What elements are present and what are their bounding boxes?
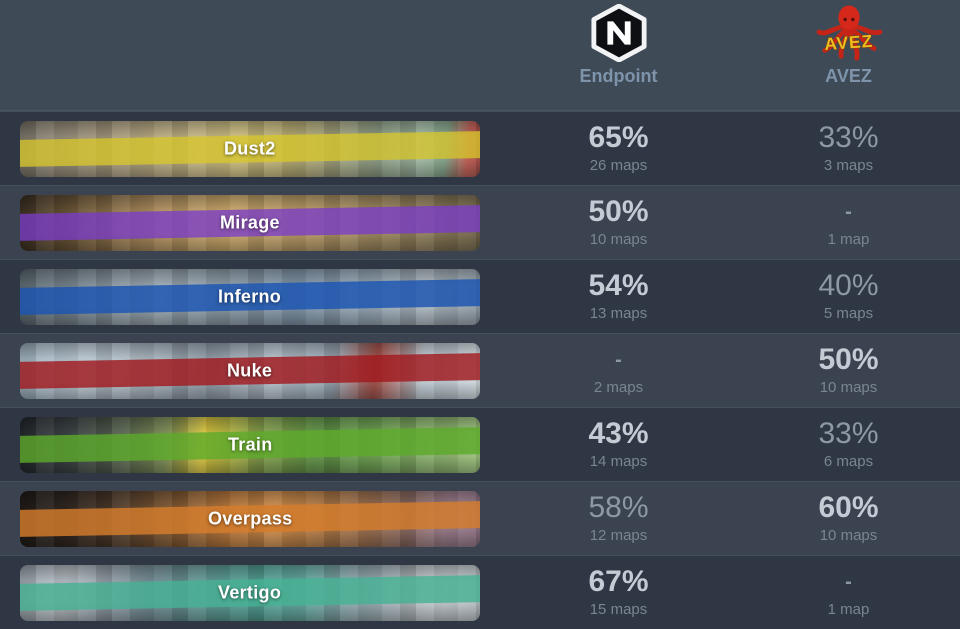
map-name-stripe: Inferno — [20, 278, 480, 315]
maps-played: 1 map — [827, 230, 870, 248]
banner-cell: Nuke — [0, 334, 500, 407]
map-banner-overpass: Overpass — [20, 490, 480, 547]
stat-avez: 50% 10 maps — [737, 334, 960, 407]
avez-logo-icon: AVEZ — [810, 4, 888, 62]
winrate-value: - — [845, 200, 852, 223]
maps-played: 6 maps — [823, 452, 874, 470]
svg-text:AVEZ: AVEZ — [823, 31, 873, 54]
stat-avez: 33% 3 maps — [737, 112, 960, 185]
team-avez-header: AVEZ AVEZ — [737, 0, 960, 110]
stat-avez: - 1 map — [737, 186, 960, 259]
stat-avez: 40% 5 maps — [737, 260, 960, 333]
maps-played: 14 maps — [589, 452, 648, 470]
maps-played: 3 maps — [823, 156, 874, 174]
stat-endpoint: 65% 26 maps — [500, 112, 737, 185]
team-name-avez: AVEZ — [825, 66, 872, 86]
stat-endpoint: 58% 12 maps — [500, 482, 737, 555]
map-row-mirage: Mirage 50% 10 maps - 1 map — [0, 185, 960, 259]
map-label: Inferno — [218, 286, 282, 307]
winrate-value: 67% — [588, 564, 649, 598]
map-banner-vertigo: Vertigo — [20, 564, 480, 621]
map-banner-mirage: Mirage — [20, 194, 480, 251]
map-banner-train: Train — [20, 416, 480, 473]
winrate-value: 60% — [818, 490, 879, 524]
map-banner-nuke: Nuke — [20, 342, 480, 399]
stat-avez: 60% 10 maps — [737, 482, 960, 555]
stat-endpoint: 67% 15 maps — [500, 556, 737, 629]
team-endpoint-header: Endpoint — [500, 0, 737, 110]
map-name-stripe: Overpass — [20, 500, 480, 537]
map-label: Vertigo — [218, 582, 282, 602]
banner-cell: Train — [0, 408, 500, 481]
maps-played: 10 maps — [589, 230, 648, 248]
map-name-stripe: Dust2 — [20, 130, 480, 167]
map-row-vertigo: Vertigo 67% 15 maps - 1 map — [0, 555, 960, 629]
map-label: Dust2 — [224, 138, 276, 159]
maps-played: 5 maps — [823, 304, 874, 322]
map-label: Mirage — [220, 212, 280, 233]
maps-played: 2 maps — [593, 378, 644, 396]
winrate-value: 65% — [588, 120, 649, 154]
maps-played: 13 maps — [589, 304, 648, 322]
map-name-stripe: Nuke — [20, 352, 480, 389]
teams-header: Endpoint AVEZ — [0, 0, 960, 111]
winrate-value: 50% — [588, 194, 649, 228]
map-row-nuke: Nuke - 2 maps 50% 10 maps — [0, 333, 960, 407]
stat-endpoint: 43% 14 maps — [500, 408, 737, 481]
maps-played: 10 maps — [819, 378, 878, 396]
stat-endpoint: - 2 maps — [500, 334, 737, 407]
map-row-inferno: Inferno 54% 13 maps 40% 5 maps — [0, 259, 960, 333]
map-row-overpass: Overpass 58% 12 maps 60% 10 maps — [0, 481, 960, 555]
stat-endpoint: 54% 13 maps — [500, 260, 737, 333]
winrate-value: 33% — [818, 416, 879, 450]
winrate-value: 50% — [818, 342, 879, 376]
winrate-value: 33% — [818, 120, 879, 154]
winrate-value: - — [615, 348, 622, 371]
maps-played: 15 maps — [589, 600, 648, 618]
maps-played: 10 maps — [819, 526, 878, 544]
endpoint-logo-icon — [580, 4, 658, 62]
winrate-value: 40% — [818, 268, 879, 302]
maps-played: 12 maps — [589, 526, 648, 544]
banner-cell: Dust2 — [0, 112, 500, 185]
stat-endpoint: 50% 10 maps — [500, 186, 737, 259]
banner-cell: Inferno — [0, 260, 500, 333]
map-name-stripe: Vertigo — [20, 574, 480, 611]
map-label: Nuke — [227, 360, 273, 380]
team-name-endpoint: Endpoint — [579, 66, 658, 86]
maps-played: 1 map — [827, 600, 870, 618]
map-name-stripe: Mirage — [20, 204, 480, 241]
winrate-value: 54% — [588, 268, 649, 302]
winrate-value: 58% — [588, 490, 649, 524]
map-banner-dust2: Dust2 — [20, 120, 480, 177]
map-label: Train — [227, 434, 273, 455]
map-row-dust2: Dust2 65% 26 maps 33% 3 maps — [0, 111, 960, 185]
map-name-stripe: Train — [20, 426, 480, 463]
map-label: Overpass — [207, 508, 293, 528]
stat-avez: - 1 map — [737, 556, 960, 629]
header-spacer — [0, 0, 500, 110]
map-row-train: Train 43% 14 maps 33% 6 maps — [0, 407, 960, 481]
maps-played: 26 maps — [589, 156, 648, 174]
banner-cell: Overpass — [0, 482, 500, 555]
stat-avez: 33% 6 maps — [737, 408, 960, 481]
banner-cell: Vertigo — [0, 556, 500, 629]
winrate-value: - — [845, 570, 852, 593]
winrate-value: 43% — [588, 416, 649, 450]
map-banner-inferno: Inferno — [20, 268, 480, 325]
banner-cell: Mirage — [0, 186, 500, 259]
